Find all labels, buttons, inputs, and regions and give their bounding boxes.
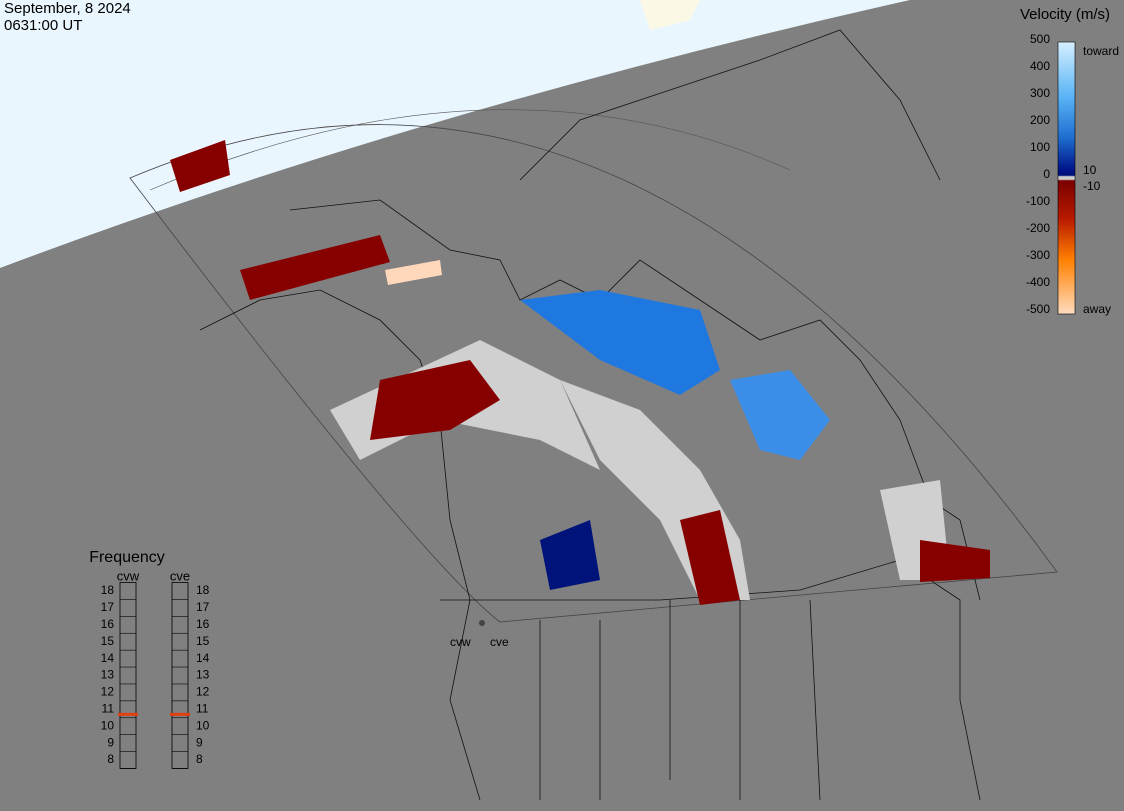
site-label: cve [490, 635, 509, 649]
velocity-tick: -10 [1083, 179, 1101, 193]
land [640, 0, 700, 30]
frequency-tick-label: 10 [101, 718, 115, 732]
frequency-tick-label: 14 [101, 651, 115, 665]
velocity-tick: -200 [1026, 221, 1050, 235]
daylight-region [0, 0, 910, 268]
frequency-tick-label: 8 [196, 752, 203, 766]
frequency-scale [171, 582, 189, 769]
site-label: cvw [450, 635, 471, 649]
velocity-tick: 10 [1083, 163, 1097, 177]
frequency-tick-label: 9 [107, 735, 114, 749]
frequency-tick-label: 13 [101, 668, 115, 682]
frequency-tick-label: 12 [101, 685, 115, 699]
frequency-tick-label: 12 [196, 685, 210, 699]
frequency-tick-label: 8 [107, 752, 114, 766]
coastlines [199, 29, 981, 801]
velocity-tick: 400 [1030, 59, 1050, 73]
velocity-tick: -100 [1026, 194, 1050, 208]
velocity-tick: -500 [1026, 302, 1050, 316]
velocity-tick: 0 [1043, 167, 1050, 181]
away-label: away [1083, 302, 1111, 316]
frequency-tick-label: 11 [196, 701, 209, 715]
radar-fan [129, 124, 1058, 623]
frequency-title: Frequency [89, 549, 165, 566]
velocity-cells [170, 140, 990, 605]
date: September, 8 2024 [4, 0, 131, 17]
frequency-tick-label: 11 [102, 701, 115, 715]
frequency-scale [119, 582, 137, 769]
frequency-tick-label: 17 [101, 600, 115, 614]
radar-site [479, 620, 485, 626]
frequency-tick-label: 14 [196, 651, 210, 665]
frequency-tick-label: 10 [196, 718, 210, 732]
time: 0631:00 UT [4, 17, 82, 34]
frequency-tick-label: 9 [196, 735, 203, 749]
frequency-tick-label: 16 [196, 617, 210, 631]
velocity-tick: 200 [1030, 113, 1050, 127]
frequency-tick-label: 17 [196, 600, 210, 614]
velocity-tick: 500 [1030, 32, 1050, 46]
velocity-tick: -300 [1026, 248, 1050, 262]
frequency-tick-label: 13 [196, 668, 210, 682]
arc [149, 109, 791, 191]
velocity-tick: -400 [1026, 275, 1050, 289]
frequency-tick-label: 18 [196, 583, 210, 597]
radar-name: cve [170, 568, 190, 583]
legend-title: Velocity (m/s) [1020, 6, 1110, 23]
frequency-tick-label: 16 [101, 617, 115, 631]
frequency-tick-label: 18 [101, 583, 115, 597]
radar-name: cvw [117, 568, 140, 583]
frequency-tick-label: 15 [196, 634, 210, 648]
velocity-tick: 100 [1030, 140, 1050, 154]
velocity-tick: 300 [1030, 86, 1050, 100]
toward-label: toward [1083, 44, 1119, 58]
colorbar [1057, 41, 1076, 315]
frequency-tick-label: 15 [101, 634, 115, 648]
